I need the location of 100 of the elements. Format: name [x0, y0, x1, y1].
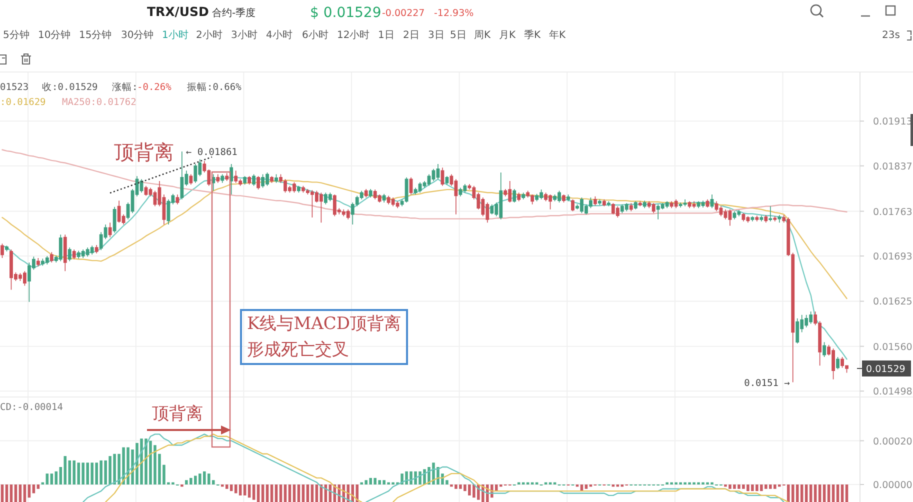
bar: [72, 460, 76, 484]
line-series: [2, 180, 848, 300]
annotation: K线与MACD顶背离: [247, 314, 402, 334]
candlestick: [624, 202, 628, 212]
candlestick: [189, 174, 193, 186]
bar: [288, 484, 292, 502]
text: 2日: [403, 30, 420, 41]
bar: [207, 474, 210, 484]
annotation: CD:-0.00014: [0, 402, 64, 413]
candlestick: [256, 176, 260, 190]
bar: [212, 480, 215, 484]
candlestick: [176, 194, 180, 205]
candlestick: [72, 249, 76, 260]
bar: [261, 484, 264, 502]
bar: [845, 484, 848, 502]
bar: [756, 484, 758, 492]
candlestick: [732, 210, 736, 220]
bar: [374, 478, 376, 484]
bar: [796, 484, 799, 502]
text: 月K: [499, 30, 516, 41]
candlestick: [710, 194, 714, 209]
candlestick: [755, 215, 759, 222]
bar: [46, 474, 49, 484]
candlestick: [216, 174, 220, 184]
bar: [822, 484, 826, 502]
y-tick-label: 0.01498: [873, 386, 912, 398]
bar: [472, 484, 476, 498]
candlestick: [764, 214, 768, 223]
bar: [764, 484, 768, 489]
bar: [769, 484, 772, 489]
bar: [149, 440, 152, 484]
bar: [77, 462, 80, 484]
candlestick: [274, 174, 278, 184]
bar: [203, 471, 206, 484]
bar: [252, 484, 256, 500]
bar: [50, 474, 54, 484]
annotation: 收:0.01529: [42, 82, 98, 93]
candlestick: [642, 200, 646, 209]
candlestick: [602, 199, 606, 207]
bar: [791, 484, 794, 502]
candlestick: [674, 199, 678, 209]
bar: [59, 467, 62, 484]
candlestick: [368, 188, 372, 198]
bar: [405, 471, 408, 484]
candlestick: [796, 318, 800, 344]
candlestick: [212, 174, 216, 192]
candlestick: [652, 202, 656, 214]
bar: [225, 484, 228, 489]
text: 合约-季度: [212, 7, 256, 19]
bar: [136, 442, 138, 484]
bar: [279, 484, 282, 502]
candlestick: [112, 206, 116, 234]
text: 1日: [378, 30, 394, 41]
text: -0.00227: [382, 8, 425, 19]
bar: [68, 460, 72, 484]
candlestick: [836, 356, 840, 370]
candlestick: [454, 178, 458, 215]
bar: [378, 480, 381, 484]
candlestick: [719, 206, 723, 217]
y-tick-label: 0.01693: [873, 251, 912, 262]
candlestick: [252, 174, 256, 186]
bar: [140, 438, 143, 484]
candlestick: [822, 342, 826, 358]
annotation: ← 0.01861: [186, 147, 238, 158]
text: 5分钟: [3, 29, 30, 41]
text: 30分钟: [121, 29, 154, 41]
text: 周K: [474, 30, 491, 41]
candlestick: [234, 170, 238, 184]
bar: [827, 484, 830, 502]
bar: [302, 484, 305, 502]
candlestick: [692, 200, 696, 209]
text: 5日: [450, 30, 466, 41]
candlestick: [36, 258, 40, 267]
bar: [243, 484, 246, 496]
candlestick: [63, 234, 67, 272]
candlestick: [346, 208, 350, 220]
bar: [5, 484, 8, 502]
candlestick: [297, 185, 300, 194]
candlestick: [701, 200, 705, 208]
bar: [459, 484, 462, 489]
candlestick: [616, 206, 620, 218]
bar: [190, 478, 192, 484]
bar: [266, 484, 269, 502]
bar: [800, 484, 804, 502]
bar: [194, 476, 197, 484]
bar: [162, 464, 166, 484]
bar: [95, 462, 98, 484]
bar: [751, 484, 754, 492]
candlestick: [638, 200, 642, 207]
annotation: 涨幅:: [112, 81, 138, 93]
y-tick-label: 0.01837: [873, 161, 912, 172]
candlestick: [328, 192, 332, 202]
bar: [238, 484, 242, 496]
candlestick: [594, 196, 597, 206]
bar: [274, 484, 278, 502]
bar: [382, 480, 386, 484]
candlestick: [665, 200, 669, 209]
bar: [32, 484, 36, 494]
bar: [234, 484, 238, 494]
annotation: 01523: [0, 82, 29, 93]
